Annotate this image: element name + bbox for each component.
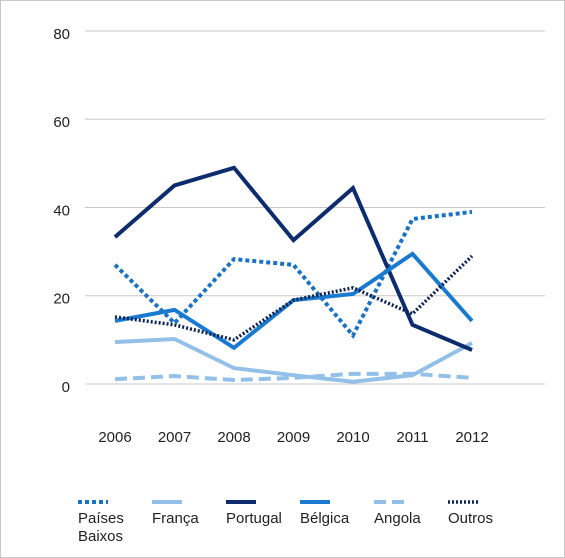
series-line [113, 165, 473, 352]
legend-item: França [152, 498, 226, 546]
series-line [114, 371, 473, 383]
legend-item: Portugal [226, 498, 300, 546]
legend-label: Outros [448, 510, 494, 527]
legend-item: Países Baixos [78, 498, 152, 546]
x-tick-label: 2008 [217, 429, 250, 446]
legend-label: Angola [374, 510, 421, 527]
series-line [113, 209, 473, 340]
legend-item: Bélgica [300, 498, 374, 546]
x-tick-label: 2011 [396, 429, 428, 446]
legend-label: França [152, 510, 199, 527]
legend-swatch [226, 500, 256, 504]
x-tick-label: 2012 [455, 429, 488, 446]
legend-label: Países Baixos [78, 510, 124, 545]
legend-swatch [152, 500, 182, 504]
legend-swatch [300, 500, 330, 504]
x-tick-label: 2009 [277, 429, 310, 446]
series-line [114, 336, 473, 384]
y-tick-label: 60 [53, 114, 70, 131]
legend-item: Outros [448, 498, 522, 546]
series-line [114, 254, 474, 342]
legend: Países Baixos França Portugal Bélgica Angola… [78, 498, 548, 546]
y-tick-label: 80 [53, 26, 70, 43]
x-tick-label: 2007 [158, 429, 191, 446]
y-tick-label: 0 [62, 379, 70, 396]
x-tick-label: 2006 [98, 429, 131, 446]
legend-swatch [374, 500, 404, 504]
y-tick-label: 20 [53, 291, 70, 308]
legend-label: Portugal [226, 510, 282, 527]
legend-label: Bélgica [300, 510, 350, 527]
legend-swatch [448, 500, 478, 504]
x-tick-label: 2010 [336, 429, 369, 446]
legend-swatch [78, 500, 108, 504]
y-tick-label: 40 [53, 202, 70, 219]
legend-item: Angola [374, 498, 448, 546]
